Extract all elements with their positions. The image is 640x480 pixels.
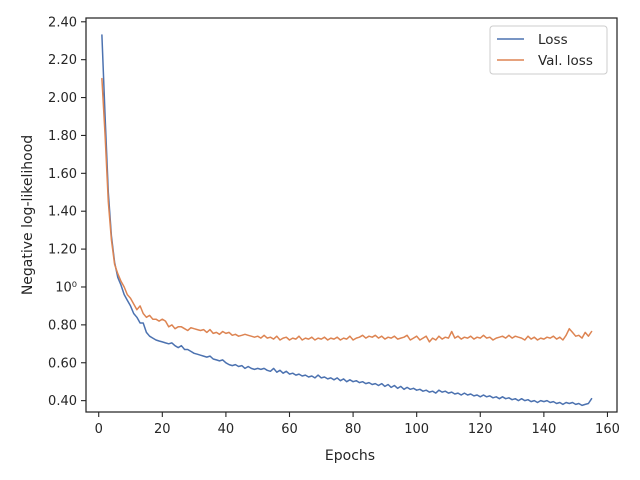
legend-box: [489, 25, 608, 75]
y-axis-label: Negative log-likelihood: [20, 135, 36, 295]
series-line-loss: [101, 34, 593, 407]
legend-label-loss: Loss: [538, 32, 568, 48]
plot-area-border: [85, 17, 618, 413]
y-tick-label: 1.20: [48, 243, 77, 258]
x-tick-label: 160: [595, 422, 620, 437]
x-axis-label: Epochs: [325, 448, 375, 464]
y-axis-ticks: 0.40 0.60 0.80 10⁰ 1.20 1.40 1.60 1.80 2.00 2.20 2…: [48, 15, 86, 409]
x-tick-label: 60: [281, 422, 298, 437]
series-layer: [101, 34, 593, 407]
y-tick-label: 1.60: [48, 167, 77, 182]
legend-label-val-loss: Val. loss: [538, 53, 593, 69]
series-line-val-loss: [101, 77, 593, 343]
y-tick-label: 0.40: [48, 394, 77, 409]
x-tick-label: 120: [468, 422, 493, 437]
y-tick-label: 1.80: [48, 129, 77, 144]
y-tick-label: 0.80: [48, 318, 77, 333]
legend: Loss Val. loss: [489, 25, 608, 75]
x-tick-label: 20: [154, 422, 171, 437]
y-tick-label: 0.60: [48, 356, 77, 371]
y-tick-label: 2.00: [48, 91, 77, 106]
x-tick-label: 100: [404, 422, 429, 437]
x-tick-label: 40: [218, 422, 235, 437]
x-axis-ticks: 0 20 40 60 80 100 120 140 160: [95, 412, 620, 437]
x-tick-label: 140: [531, 422, 556, 437]
x-tick-label: 0: [95, 422, 103, 437]
y-tick-label: 1.40: [48, 205, 77, 220]
x-tick-label: 80: [345, 422, 362, 437]
y-tick-label: 2.20: [48, 53, 77, 68]
y-tick-label: 10⁰: [55, 280, 77, 295]
y-tick-label: 2.40: [48, 15, 77, 30]
axes-frame: [85, 17, 618, 413]
